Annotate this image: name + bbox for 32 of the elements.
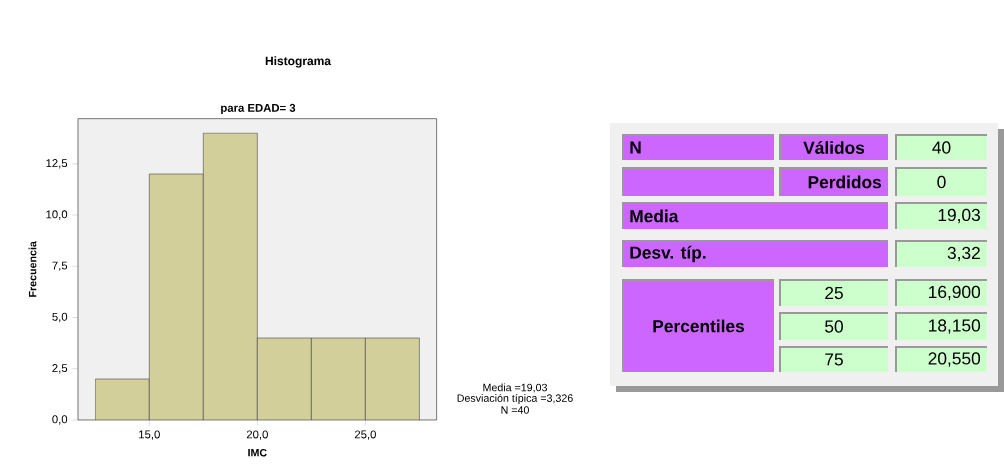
text: N xyxy=(630,141,641,154)
text: Desviación típica =3,326 xyxy=(457,393,573,405)
text: Percentiles xyxy=(653,319,745,333)
text: 20,550 xyxy=(928,352,981,367)
text: 18,150 xyxy=(929,319,981,334)
x-tick-label: 15,0 xyxy=(139,430,160,440)
text: Desv. típ. xyxy=(630,245,706,263)
y-tick-label: 2,5 xyxy=(52,364,68,374)
chart-title: Histograma xyxy=(265,56,332,68)
y-tick-label: 12,5 xyxy=(46,159,68,169)
y-tick-label: 10,0 xyxy=(46,210,68,220)
text: 75 xyxy=(825,353,843,366)
text: 25 xyxy=(825,286,843,300)
text: 0 xyxy=(937,175,946,189)
y-tick-label: 5,0 xyxy=(52,312,68,323)
text: Media xyxy=(630,209,679,223)
x-tick-label: 20,0 xyxy=(246,430,268,440)
y-tick-label: 7,5 xyxy=(52,261,68,271)
y-tick-label: 0,0 xyxy=(52,415,68,425)
text: 19,03 xyxy=(938,208,980,224)
text: Media =19,03 xyxy=(483,383,547,393)
text: 40 xyxy=(932,141,951,154)
text: 50 xyxy=(825,320,843,333)
chart-subtitle: para EDAD= 3 xyxy=(221,103,296,115)
text: 16,900 xyxy=(929,285,981,301)
text: Válidos xyxy=(803,141,865,154)
x-axis-title: IMC xyxy=(248,448,267,457)
text: N =40 xyxy=(501,406,529,414)
x-tick-label: 25,0 xyxy=(354,430,376,440)
text: 3,32 xyxy=(947,246,980,262)
text: Perdidos xyxy=(808,175,882,189)
y-axis-title: Frecuencia xyxy=(28,241,37,297)
